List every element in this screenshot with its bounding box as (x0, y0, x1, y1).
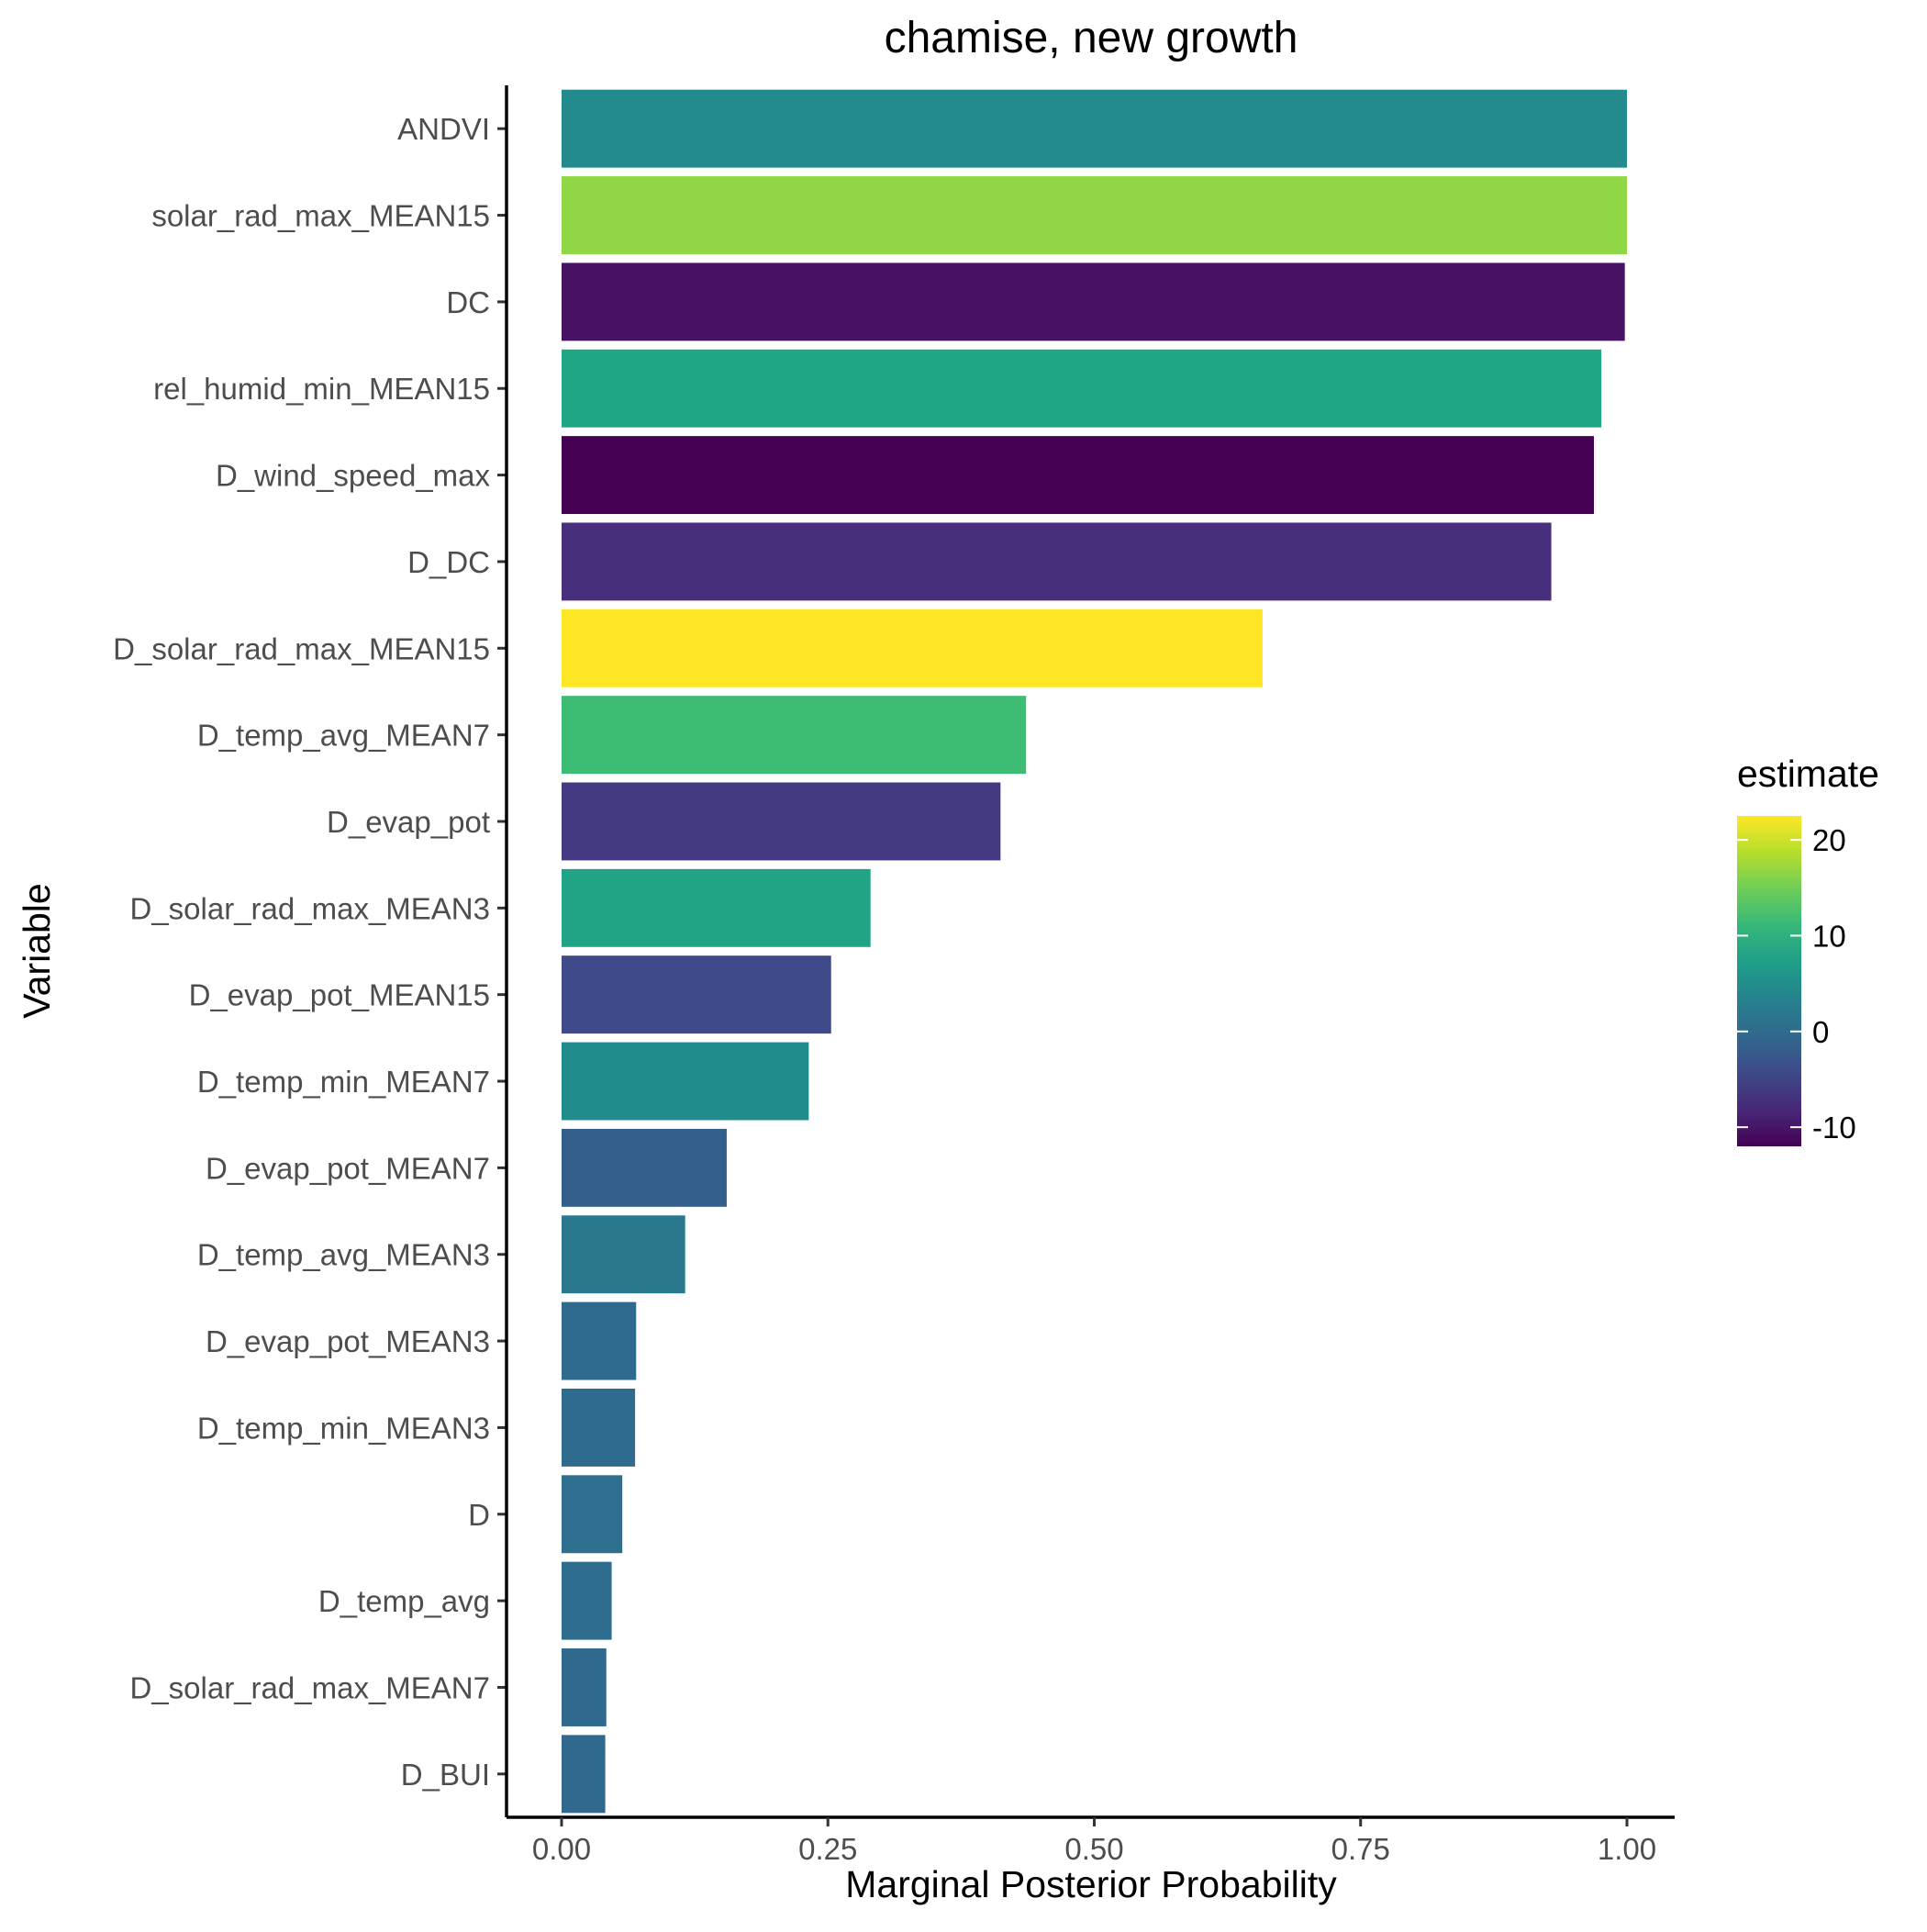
y-axis: ANDVI solar_rad_max_MEAN15 DC rel_humid_min… (113, 85, 508, 1817)
bar-D_temp_min_MEAN7 (562, 1042, 809, 1121)
legend: estimate 20 10 0 -10 (1737, 753, 1879, 1146)
y-tick-label: D_solar_rad_max_MEAN15 (113, 631, 490, 665)
bar-solar_rad_max_MEAN15 (562, 176, 1627, 254)
legend-colorbar (1737, 816, 1801, 1146)
bar-D_wind_speed_max (562, 436, 1595, 515)
y-tick-label: D (468, 1498, 490, 1532)
y-tick-label: D_temp_min_MEAN7 (197, 1065, 490, 1099)
legend-tick-label: 0 (1812, 1015, 1829, 1049)
x-tick-label: 0.50 (1064, 1832, 1123, 1866)
y-tick-label: D_temp_avg_MEAN7 (197, 719, 490, 753)
legend-ticks: 20 10 0 -10 (1737, 823, 1856, 1145)
bar-D_solar_rad_max_MEAN15 (562, 609, 1263, 687)
bar-DC (562, 262, 1625, 341)
bar-D_BUI (562, 1735, 606, 1814)
legend-tick-label: 20 (1812, 823, 1846, 857)
y-tick-label: D_temp_min_MEAN3 (197, 1411, 490, 1445)
bar-D_DC (562, 522, 1552, 601)
x-axis: 0.00 0.25 0.50 0.75 1.00 (507, 1815, 1675, 1866)
bars-group (562, 89, 1627, 1814)
bar-D_evap_pot (562, 782, 1001, 861)
x-tick-label: 0.00 (532, 1832, 591, 1866)
bar-D_evap_pot_MEAN3 (562, 1301, 637, 1380)
bar-D_evap_pot_MEAN15 (562, 955, 831, 1034)
y-tick-label: D_solar_rad_max_MEAN7 (129, 1670, 490, 1704)
bar-D_evap_pot_MEAN7 (562, 1128, 727, 1207)
bar-D_temp_avg_MEAN3 (562, 1215, 685, 1294)
bar-D_temp_min_MEAN3 (562, 1388, 636, 1467)
x-tick-label: 0.75 (1331, 1832, 1390, 1866)
x-tick-label: 1.00 (1598, 1832, 1656, 1866)
y-tick-label: rel_humid_min_MEAN15 (153, 372, 490, 406)
y-tick-label: D_evap_pot (327, 805, 490, 839)
bar-D_solar_rad_max_MEAN3 (562, 868, 871, 947)
x-axis-title: Marginal Posterior Probability (845, 1863, 1337, 1905)
y-tick-label: D_wind_speed_max (216, 459, 491, 493)
bar-rel_humid_min_MEAN15 (562, 349, 1602, 428)
y-tick-label: D_evap_pot_MEAN15 (189, 978, 490, 1012)
legend-title: estimate (1737, 753, 1879, 795)
y-tick-label: D_temp_avg_MEAN3 (197, 1238, 490, 1272)
x-tick-label: 0.25 (798, 1832, 857, 1866)
y-tick-label: D_evap_pot_MEAN3 (206, 1324, 490, 1358)
legend-tick-label: -10 (1812, 1111, 1856, 1145)
legend-tick-label: 10 (1812, 919, 1846, 953)
y-tick-label: D_evap_pot_MEAN7 (206, 1151, 490, 1185)
y-axis-title: Variable (16, 883, 58, 1018)
y-tick-label: D_temp_avg (318, 1584, 490, 1618)
bar-ANDVI (562, 89, 1627, 168)
bar-D_temp_avg (562, 1561, 612, 1640)
y-tick-label: D_solar_rad_max_MEAN3 (129, 891, 490, 925)
y-tick-label: ANDVI (397, 112, 490, 146)
bar-D_solar_rad_max_MEAN7 (562, 1648, 607, 1726)
y-tick-label: solar_rad_max_MEAN15 (151, 199, 490, 233)
bar-D (562, 1475, 623, 1554)
chart-title: chamise, new growth (885, 14, 1298, 62)
y-tick-label: DC (446, 285, 490, 319)
y-tick-label: D_DC (407, 545, 490, 579)
y-tick-label: D_BUI (401, 1758, 490, 1792)
bar-D_temp_avg_MEAN7 (562, 696, 1027, 775)
